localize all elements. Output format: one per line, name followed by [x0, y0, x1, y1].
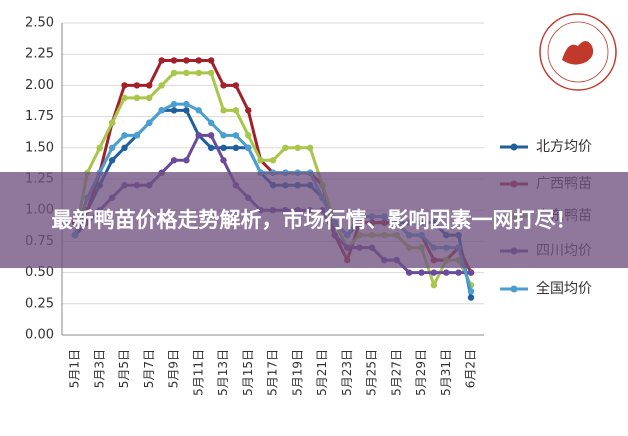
x-tick-label: 5月17日: [266, 349, 280, 396]
y-tick-label: 2.25: [25, 47, 54, 62]
data-point: [220, 132, 227, 139]
data-point: [269, 157, 277, 164]
legend-label: 北方均价: [536, 139, 592, 155]
data-point: [195, 107, 202, 114]
data-point: [170, 100, 178, 108]
x-tick-label: 5月1日: [68, 349, 82, 388]
data-point: [183, 69, 190, 77]
data-point: [108, 144, 116, 151]
data-point: [121, 144, 128, 151]
x-tick-label: 5月23日: [340, 349, 354, 396]
data-point: [207, 132, 215, 139]
data-point: [220, 107, 227, 114]
data-point: [430, 281, 438, 289]
data-point: [170, 69, 178, 77]
data-point: [121, 94, 128, 102]
data-point: [207, 119, 215, 127]
data-point: [146, 94, 153, 102]
legend-label: 全国均价: [536, 280, 592, 297]
y-tick-label: 2.50: [25, 16, 54, 31]
x-tick-label: 5月21日: [315, 349, 329, 396]
data-point: [207, 144, 215, 151]
data-point: [183, 157, 190, 164]
data-point: [220, 144, 227, 151]
data-point: [430, 269, 438, 276]
data-point: [467, 294, 475, 301]
data-point: [133, 82, 141, 89]
data-point: [220, 157, 227, 164]
data-point: [257, 157, 264, 164]
logo-ring: [539, 13, 617, 91]
x-tick-label: 5月19日: [290, 349, 304, 396]
data-point: [170, 107, 178, 114]
data-point: [195, 57, 202, 64]
data-point: [108, 157, 116, 164]
data-point: [108, 119, 116, 127]
data-point: [195, 132, 202, 139]
data-point: [245, 132, 252, 139]
data-point: [146, 82, 153, 89]
data-point: [170, 157, 178, 164]
data-point: [207, 69, 215, 77]
data-point: [294, 144, 301, 151]
banner-text: 最新鸭苗价格走势解析，市场行情、影响因素一网打尽！: [51, 208, 577, 232]
data-point: [232, 144, 240, 151]
legend-marker: [510, 143, 518, 151]
x-tick-label: 6月2日: [464, 349, 478, 388]
x-tick-label: 5月7日: [142, 349, 156, 388]
data-point: [232, 82, 240, 89]
data-point: [405, 269, 413, 276]
logo-emblem: [562, 41, 594, 65]
data-point: [467, 288, 475, 295]
data-point: [121, 82, 128, 89]
data-point: [232, 107, 240, 114]
logo-inner-ring: [547, 21, 609, 83]
x-tick-label: 5月11日: [191, 349, 205, 396]
data-point: [220, 82, 227, 89]
data-point: [158, 57, 165, 64]
y-tick-label: 0.25: [25, 296, 54, 311]
x-tick-label: 5月9日: [167, 349, 181, 388]
y-tick-label: 2.00: [25, 78, 54, 93]
data-point: [245, 107, 252, 114]
x-tick-label: 5月29日: [414, 349, 428, 396]
y-tick-label: 1.75: [25, 109, 54, 124]
data-point: [455, 269, 462, 276]
data-point: [121, 132, 128, 139]
data-point: [232, 132, 240, 139]
banner: 最新鸭苗价格走势解析，市场行情、影响因素一网打尽！: [0, 172, 628, 268]
data-point: [133, 94, 141, 102]
data-point: [282, 144, 289, 151]
data-point: [158, 82, 165, 89]
x-tick-label: 5月3日: [92, 349, 106, 388]
data-point: [96, 144, 103, 151]
data-point: [183, 100, 190, 108]
x-tick-label: 5月13日: [216, 349, 230, 396]
x-tick-label: 5月25日: [365, 349, 379, 396]
data-point: [245, 144, 252, 151]
y-tick-label: 0.00: [25, 328, 54, 343]
data-point: [146, 119, 153, 127]
data-point: [306, 144, 314, 151]
y-tick-label: 1.50: [25, 140, 54, 155]
data-point: [443, 269, 450, 276]
data-point: [133, 132, 141, 139]
data-point: [183, 57, 190, 64]
data-point: [195, 69, 202, 77]
data-point: [170, 57, 178, 64]
data-point: [467, 269, 475, 276]
x-tick-label: 5月31日: [439, 349, 453, 396]
legend-marker: [510, 285, 518, 293]
logo: [539, 13, 617, 91]
data-point: [418, 269, 425, 276]
x-tick-label: 5月5日: [117, 349, 131, 388]
data-point: [158, 107, 165, 114]
y-tick-label: 0.50: [25, 265, 54, 280]
x-tick-label: 5月15日: [241, 349, 255, 396]
data-point: [183, 107, 190, 114]
data-point: [207, 57, 215, 64]
x-tick-label: 5月27日: [389, 349, 403, 396]
